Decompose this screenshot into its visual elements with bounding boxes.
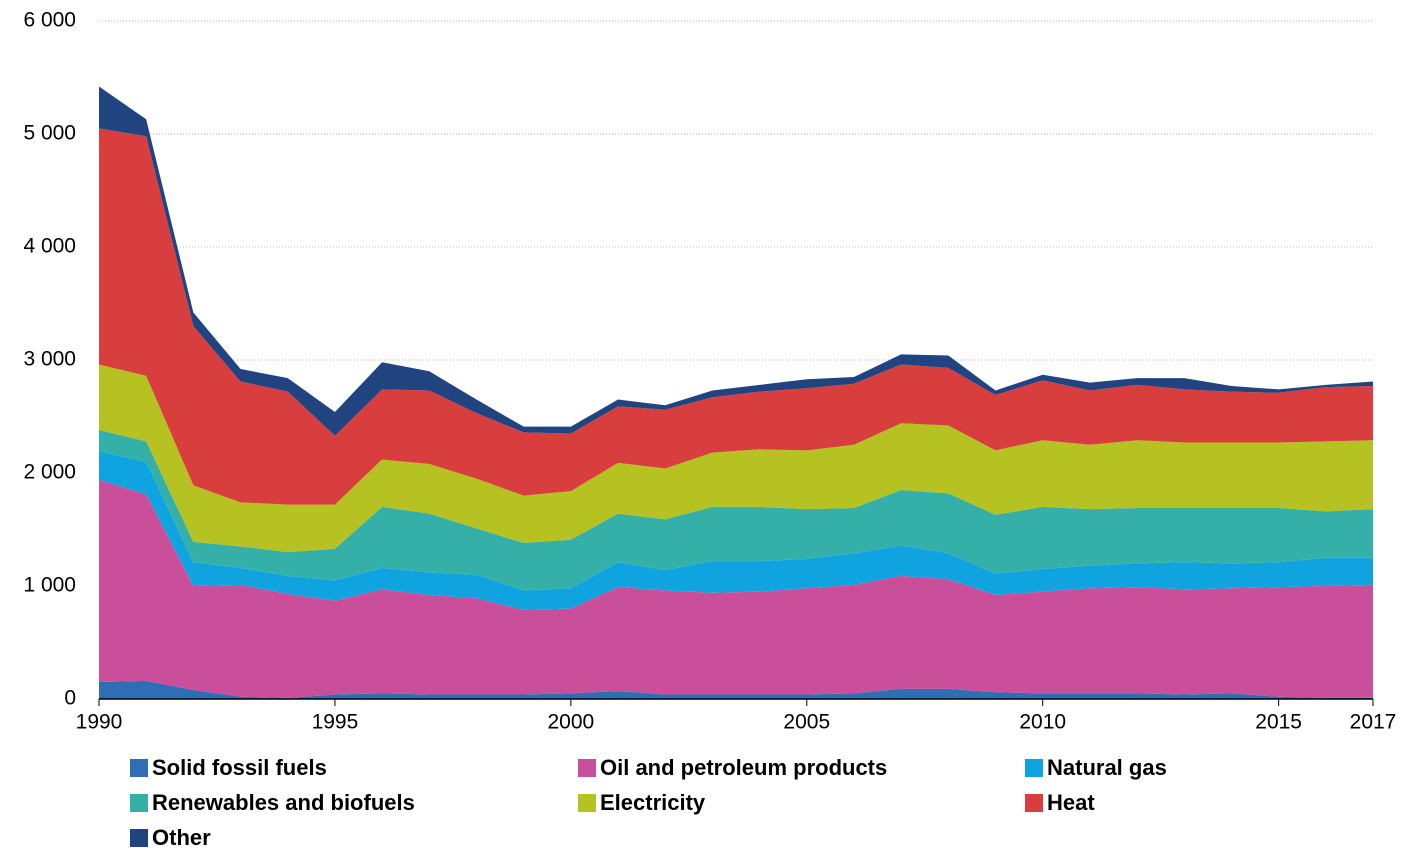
y-tick-label: 1 000	[23, 574, 76, 597]
area	[99, 451, 1373, 610]
y-tick-label: 0	[64, 687, 76, 710]
x-tick-label: 1990	[76, 711, 123, 734]
y-tick-label: 5 000	[23, 122, 76, 145]
y-tick-label: 3 000	[23, 348, 76, 371]
legend-label: Natural gas	[1047, 755, 1167, 780]
area	[99, 86, 1373, 436]
area	[99, 479, 1373, 698]
area	[99, 430, 1373, 591]
legend-swatch	[578, 794, 596, 812]
legend-swatch	[130, 794, 148, 812]
x-tick-label: 1995	[312, 711, 359, 734]
y-tick-label: 2 000	[23, 461, 76, 484]
area	[99, 128, 1373, 505]
legend-swatch	[1025, 759, 1043, 777]
legend-label: Solid fossil fuels	[152, 755, 327, 780]
legend-swatch	[130, 829, 148, 847]
area	[99, 680, 1373, 699]
x-tick-label: 2010	[1019, 711, 1066, 734]
legend-swatch	[578, 759, 596, 777]
x-tick-label: 2015	[1255, 711, 1302, 734]
legend-swatch	[1025, 794, 1043, 812]
legend-label: Other	[152, 825, 211, 850]
area	[99, 364, 1373, 553]
y-tick-label: 6 000	[23, 9, 76, 32]
x-tick-label: 2000	[547, 711, 594, 734]
legend-label: Electricity	[600, 790, 706, 815]
x-tick-label: 2017	[1350, 711, 1397, 734]
legend-label: Renewables and biofuels	[152, 790, 415, 815]
y-tick-label: 4 000	[23, 235, 76, 258]
legend-label: Oil and petroleum products	[600, 755, 887, 780]
legend-label: Heat	[1047, 790, 1095, 815]
legend-swatch	[130, 759, 148, 777]
x-tick-label: 2005	[783, 711, 830, 734]
